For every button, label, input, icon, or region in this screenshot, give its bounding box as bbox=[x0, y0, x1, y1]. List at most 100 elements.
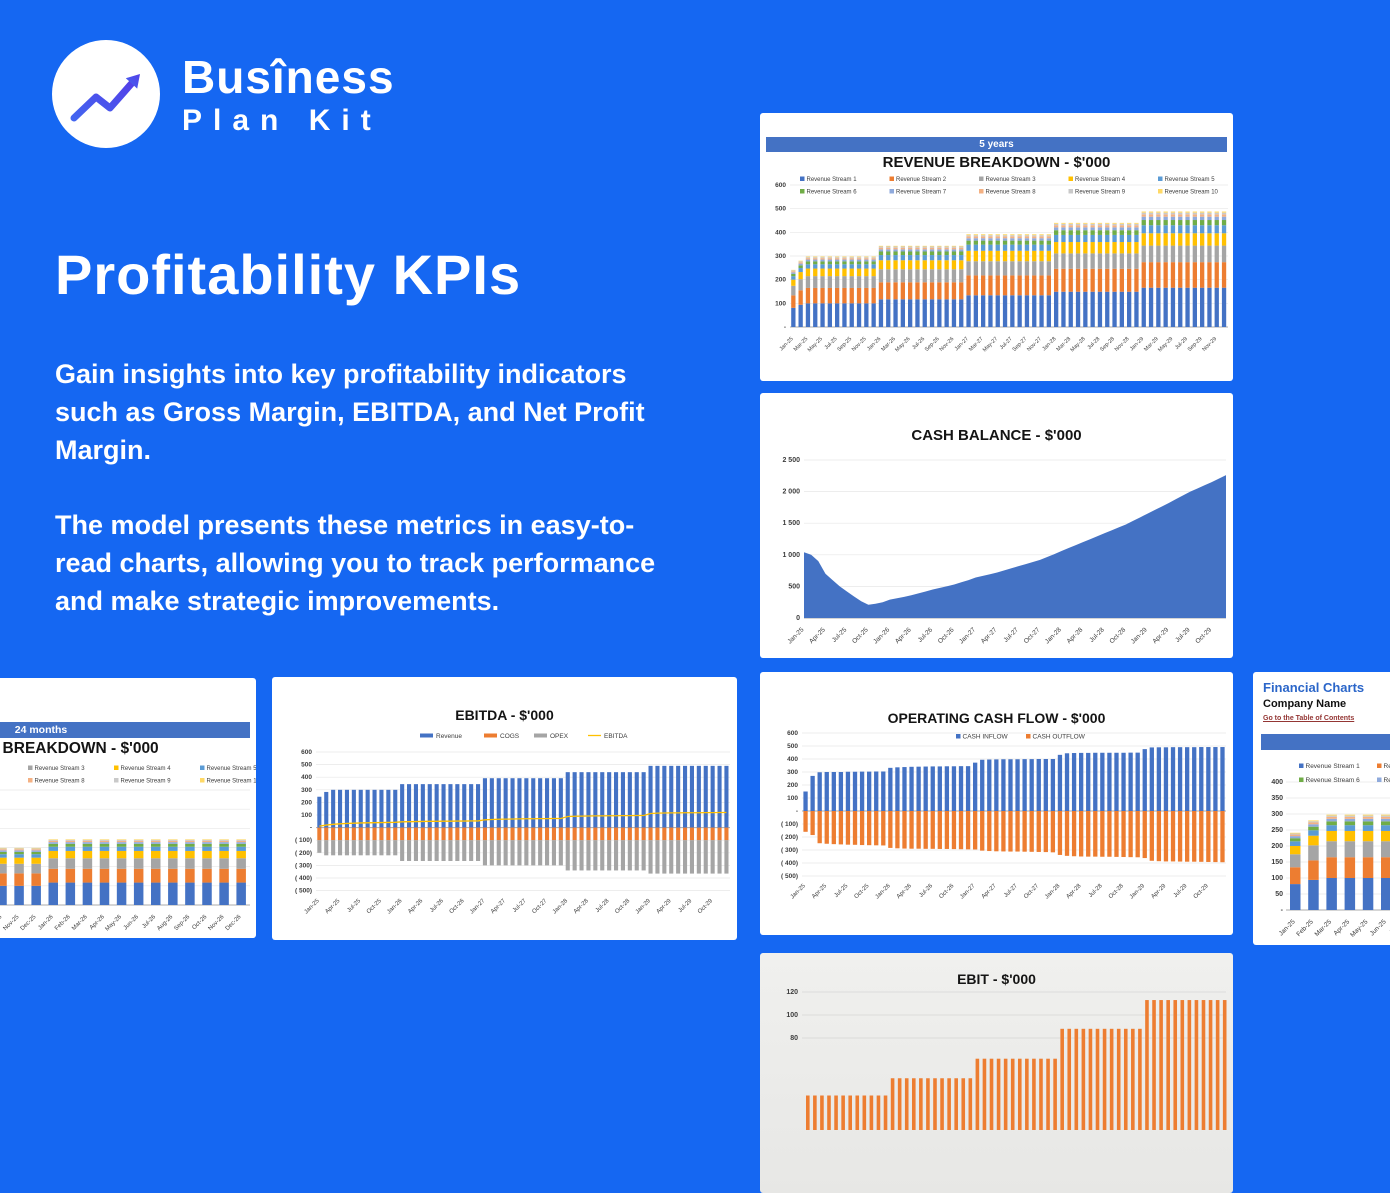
svg-text:100: 100 bbox=[775, 300, 786, 307]
svg-text:Jan-25: Jan-25 bbox=[779, 336, 795, 352]
svg-text:Jan-27: Jan-27 bbox=[958, 626, 977, 645]
panel-revenue-breakdown-24m: 24 months REVENUE BREAKDOWN - $'000 6005… bbox=[0, 678, 256, 938]
svg-text:Revenue Stream 1: Revenue Stream 1 bbox=[1306, 763, 1361, 770]
hero-paragraph-2: The model presents these metrics in easy… bbox=[55, 506, 685, 620]
svg-text:400: 400 bbox=[1271, 779, 1283, 786]
svg-text:Dec-25: Dec-25 bbox=[20, 914, 38, 932]
svg-text:Jan-27: Jan-27 bbox=[954, 336, 970, 352]
svg-text:Jan-29: Jan-29 bbox=[1130, 626, 1149, 645]
svg-text:Nov-26: Nov-26 bbox=[939, 336, 956, 353]
svg-text:Apr-27: Apr-27 bbox=[490, 898, 507, 915]
svg-text:Jul-26: Jul-26 bbox=[918, 883, 934, 899]
svg-text:( 200): ( 200) bbox=[781, 834, 798, 841]
svg-text:Revenue Stream 9: Revenue Stream 9 bbox=[1075, 190, 1126, 196]
svg-text:Jul-29: Jul-29 bbox=[1173, 883, 1189, 899]
svg-text:Sep-29: Sep-29 bbox=[1187, 336, 1204, 353]
svg-text:May-29: May-29 bbox=[1157, 336, 1174, 353]
svg-text:Oct-26: Oct-26 bbox=[938, 883, 955, 900]
svg-text:Dec-26: Dec-26 bbox=[225, 914, 243, 932]
svg-text:Mar-26: Mar-26 bbox=[71, 914, 89, 932]
svg-text:200: 200 bbox=[1271, 843, 1283, 850]
svg-text:Jan-28: Jan-28 bbox=[1044, 626, 1063, 645]
svg-text:Jan-27: Jan-27 bbox=[469, 898, 487, 916]
svg-text:Revenue Stream 3: Revenue Stream 3 bbox=[986, 177, 1037, 183]
svg-text:200: 200 bbox=[301, 799, 312, 806]
svg-text:May-26: May-26 bbox=[894, 336, 911, 353]
svg-text:200: 200 bbox=[787, 782, 798, 789]
svg-text:( 300): ( 300) bbox=[781, 847, 798, 854]
svg-text:600: 600 bbox=[301, 749, 312, 756]
bars bbox=[317, 766, 728, 874]
svg-text:80: 80 bbox=[790, 1035, 798, 1042]
bars bbox=[803, 747, 1224, 862]
svg-text:Revenue Stream 4: Revenue Stream 4 bbox=[1075, 177, 1126, 183]
svg-text:300: 300 bbox=[775, 253, 786, 260]
svg-text:( 400): ( 400) bbox=[781, 860, 798, 867]
svg-text:Jan-29: Jan-29 bbox=[635, 898, 653, 916]
svg-text:Jul-26: Jul-26 bbox=[429, 898, 445, 914]
svg-text:2 000: 2 000 bbox=[782, 489, 800, 496]
svg-text:Revenue Stream 6: Revenue Stream 6 bbox=[807, 190, 858, 196]
svg-text:Revenue Stream 9: Revenue Stream 9 bbox=[121, 779, 172, 785]
svg-text:Aug-26: Aug-26 bbox=[156, 914, 174, 932]
svg-text:Oct-25: Oct-25 bbox=[851, 626, 870, 645]
svg-text:Apr-27: Apr-27 bbox=[981, 883, 998, 900]
svg-text:Oct-27: Oct-27 bbox=[1023, 626, 1042, 645]
svg-text:Oct-26: Oct-26 bbox=[191, 914, 208, 931]
svg-text:( 400): ( 400) bbox=[295, 875, 312, 882]
svg-text:Apr-26: Apr-26 bbox=[894, 626, 913, 645]
svg-text:Jul-28: Jul-28 bbox=[1088, 883, 1104, 899]
svg-text:Jun-26: Jun-26 bbox=[123, 914, 141, 932]
svg-text:Revenue Stream 8: Revenue Stream 8 bbox=[35, 779, 86, 785]
svg-text:Jul-25: Jul-25 bbox=[831, 626, 849, 644]
svg-text:Apr-25: Apr-25 bbox=[324, 898, 341, 915]
svg-text:Revenue Stream 6: Revenue Stream 6 bbox=[1306, 777, 1361, 784]
svg-text:150: 150 bbox=[1271, 859, 1283, 866]
svg-text:Jan-28: Jan-28 bbox=[1041, 336, 1057, 352]
svg-text:Jul-28: Jul-28 bbox=[1088, 626, 1106, 644]
svg-text:Jul-26: Jul-26 bbox=[917, 626, 935, 644]
svg-text:Oct-28: Oct-28 bbox=[614, 898, 631, 915]
svg-text:Oct-25: Oct-25 bbox=[366, 898, 383, 915]
svg-text:Apr-27: Apr-27 bbox=[980, 626, 999, 645]
svg-text:1 500: 1 500 bbox=[782, 520, 800, 527]
svg-text:May-25: May-25 bbox=[807, 336, 824, 353]
svg-text:Sep-26: Sep-26 bbox=[924, 336, 941, 353]
svg-text:Jul-27: Jul-27 bbox=[1003, 883, 1019, 899]
svg-text:Jul-25: Jul-25 bbox=[346, 898, 362, 914]
svg-text:Jan-25: Jan-25 bbox=[304, 898, 322, 916]
svg-text:Apr-28: Apr-28 bbox=[573, 898, 590, 915]
svg-text:Revenue Stream 1: Revenue Stream 1 bbox=[807, 177, 858, 183]
svg-text:200: 200 bbox=[775, 277, 786, 284]
svg-text:Jul-26: Jul-26 bbox=[141, 914, 157, 930]
svg-text:Apr-29: Apr-29 bbox=[1151, 626, 1170, 645]
svg-text:100: 100 bbox=[787, 795, 798, 802]
svg-text:100: 100 bbox=[1271, 875, 1283, 882]
svg-text:300: 300 bbox=[787, 769, 798, 776]
svg-text:Jan-25: Jan-25 bbox=[790, 883, 808, 901]
svg-text:400: 400 bbox=[775, 229, 786, 236]
svg-text:Apr-28: Apr-28 bbox=[1066, 883, 1083, 900]
svg-text:Revenue Stream 5: Revenue Stream 5 bbox=[1165, 177, 1216, 183]
svg-text:May-28: May-28 bbox=[1070, 336, 1087, 353]
svg-text:CASH OUTFLOW: CASH OUTFLOW bbox=[1033, 734, 1086, 741]
svg-text:Jan-28: Jan-28 bbox=[1044, 883, 1062, 901]
svg-text:COGS: COGS bbox=[500, 733, 520, 740]
svg-text:Jan-25: Jan-25 bbox=[1278, 918, 1297, 937]
svg-text:Nov-26: Nov-26 bbox=[208, 914, 226, 932]
svg-text:Nov-28: Nov-28 bbox=[1114, 336, 1131, 353]
page: { "page": {"background": "#1567F2", "acc… bbox=[0, 0, 1390, 1043]
svg-text:Oct-29: Oct-29 bbox=[1193, 883, 1210, 900]
svg-text:Jan-28: Jan-28 bbox=[552, 898, 570, 916]
page-title: Profitability KPIs bbox=[55, 242, 521, 307]
svg-text:Oct-28: Oct-28 bbox=[1108, 883, 1125, 900]
